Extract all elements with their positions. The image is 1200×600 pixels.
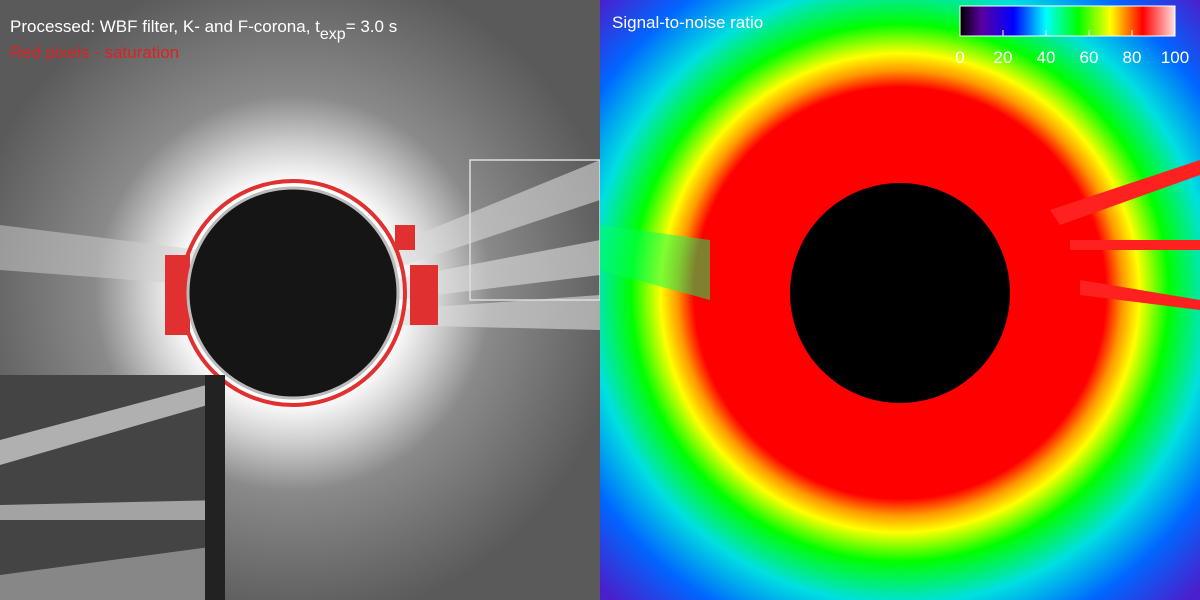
- streamer: [390, 295, 600, 330]
- saturation: [410, 265, 438, 325]
- colorbar-tick-label: 100: [1161, 48, 1189, 67]
- streamer: [600, 225, 710, 300]
- colorbar-tick-label: 20: [994, 48, 1013, 67]
- saturation: [165, 255, 190, 335]
- inset: [0, 375, 225, 600]
- saturation-note: Red pixels - saturation: [10, 43, 179, 62]
- colorbar-tick-label: 40: [1037, 48, 1056, 67]
- panel-title: Processed: WBF filter, K- and F-corona, …: [10, 17, 397, 43]
- streamer: [0, 225, 200, 285]
- zoom-box: [469, 159, 600, 301]
- streamer: [1080, 280, 1200, 310]
- colorbar-tick-label: 60: [1080, 48, 1099, 67]
- streamer: [380, 160, 600, 270]
- streamer: [1070, 240, 1200, 250]
- panel-title: Signal-to-noise ratio: [612, 13, 763, 32]
- occulter: [186, 186, 400, 400]
- colorbar-tick-label: 0: [955, 48, 964, 67]
- left-panel: Processed: WBF filter, K- and F-corona, …: [0, 0, 600, 600]
- streamer: [390, 240, 600, 300]
- saturation: [395, 225, 415, 250]
- colorbar: [959, 5, 1176, 37]
- streamer: [1050, 160, 1200, 225]
- right-panel: Signal-to-noise ratio: [600, 0, 1200, 600]
- colorbar-tick-label: 80: [1123, 48, 1142, 67]
- occulter: [790, 183, 1010, 403]
